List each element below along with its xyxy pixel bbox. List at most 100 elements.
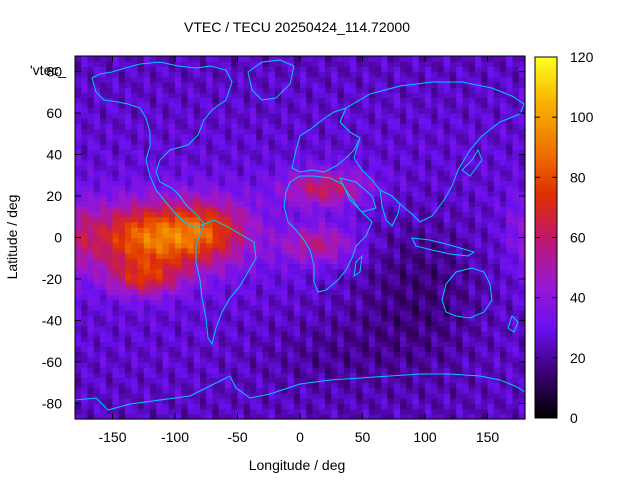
heatmap-cell xyxy=(437,159,445,166)
heatmap-cell xyxy=(312,372,320,379)
heatmap-cell xyxy=(237,66,245,73)
heatmap-cell xyxy=(118,180,126,187)
heatmap-cell xyxy=(268,413,276,420)
heatmap-cell xyxy=(281,180,289,187)
heatmap-cell xyxy=(256,304,264,311)
heatmap-cell xyxy=(375,149,382,156)
heatmap-cell xyxy=(231,253,239,259)
heatmap-cell xyxy=(225,164,232,171)
heatmap-cell xyxy=(243,201,251,207)
heatmap-cell xyxy=(112,81,120,88)
heatmap-cell xyxy=(506,346,514,353)
heatmap-cell xyxy=(281,304,289,311)
heatmap-cell xyxy=(293,263,301,270)
heatmap-cell xyxy=(131,377,139,384)
heatmap-cell xyxy=(418,382,426,389)
heatmap-cell xyxy=(481,206,489,213)
heatmap-cell xyxy=(175,211,182,218)
heatmap-cell xyxy=(187,320,195,327)
heatmap-cell xyxy=(437,66,445,73)
heatmap-cell xyxy=(112,294,120,301)
heatmap-cell xyxy=(381,144,389,150)
heatmap-cell xyxy=(168,97,176,104)
heatmap-cell xyxy=(437,107,445,114)
heatmap-cell xyxy=(387,92,395,99)
heatmap-cell xyxy=(512,87,520,93)
heatmap-cell xyxy=(262,56,270,62)
heatmap-cell xyxy=(337,128,345,135)
heatmap-cell xyxy=(431,180,439,187)
heatmap-cell xyxy=(406,196,414,202)
heatmap-cell xyxy=(337,138,345,145)
heatmap-cell xyxy=(187,336,195,342)
heatmap-cell xyxy=(425,56,432,62)
heatmap-cell xyxy=(431,201,439,207)
heatmap-cell xyxy=(468,393,476,399)
heatmap-cell xyxy=(331,159,339,166)
heatmap-cell xyxy=(387,138,395,145)
heatmap-cell xyxy=(462,128,470,135)
heatmap-cell xyxy=(406,403,414,410)
heatmap-cell xyxy=(250,227,257,233)
heatmap-cell xyxy=(437,133,445,140)
heatmap-cell xyxy=(387,367,395,373)
heatmap-cell xyxy=(487,71,495,78)
heatmap-cell xyxy=(112,237,120,244)
heatmap-cell xyxy=(112,263,120,270)
heatmap-cell xyxy=(125,221,132,228)
heatmap-cell xyxy=(250,387,257,394)
heatmap-cell xyxy=(400,123,407,130)
heatmap-cell xyxy=(400,232,407,239)
heatmap-cell xyxy=(362,393,370,399)
heatmap-cell xyxy=(343,149,351,156)
heatmap-cell xyxy=(487,123,495,130)
heatmap-cell xyxy=(187,408,195,415)
heatmap-cell xyxy=(437,170,445,176)
heatmap-cell xyxy=(450,408,457,415)
heatmap-cell xyxy=(343,377,351,384)
heatmap-cell xyxy=(443,144,451,150)
heatmap-cell xyxy=(231,299,239,306)
heatmap-cell xyxy=(150,336,157,342)
heatmap-cell xyxy=(406,118,414,125)
heatmap-cell xyxy=(500,102,507,109)
heatmap-cell xyxy=(443,320,451,327)
heatmap-cell xyxy=(212,289,220,296)
heatmap-cell xyxy=(193,159,201,166)
heatmap-cell xyxy=(331,206,339,213)
heatmap-cell xyxy=(500,367,507,373)
heatmap-cell xyxy=(443,393,451,399)
heatmap-cell xyxy=(462,190,470,197)
heatmap-cell xyxy=(412,341,420,347)
heatmap-cell xyxy=(481,403,489,410)
heatmap-cell xyxy=(75,268,82,275)
heatmap-cell xyxy=(150,372,157,379)
heatmap-cell xyxy=(275,175,282,182)
heatmap-cell xyxy=(112,382,120,389)
heatmap-cell xyxy=(306,367,314,373)
heatmap-cell xyxy=(331,138,339,145)
heatmap-cell xyxy=(256,211,264,218)
heatmap-cell xyxy=(225,180,232,187)
heatmap-cell xyxy=(343,273,351,280)
heatmap-cell xyxy=(406,92,414,99)
heatmap-cell xyxy=(137,315,145,322)
heatmap-cell xyxy=(456,336,464,342)
heatmap-cell xyxy=(400,289,407,296)
heatmap-cell xyxy=(456,159,464,166)
heatmap-cell xyxy=(168,393,176,399)
heatmap-cell xyxy=(412,92,420,99)
heatmap-cell xyxy=(281,403,289,410)
heatmap-cell xyxy=(493,310,501,316)
heatmap-cell xyxy=(118,216,126,223)
heatmap-cell xyxy=(437,413,445,420)
heatmap-cell xyxy=(93,144,101,150)
heatmap-cell xyxy=(250,190,257,197)
heatmap-cell xyxy=(162,273,170,280)
heatmap-cell xyxy=(387,159,395,166)
heatmap-cell xyxy=(406,66,414,73)
heatmap-cell xyxy=(500,61,507,67)
heatmap-cell xyxy=(506,299,514,306)
heatmap-cell xyxy=(125,372,132,379)
heatmap-cell xyxy=(93,325,101,332)
